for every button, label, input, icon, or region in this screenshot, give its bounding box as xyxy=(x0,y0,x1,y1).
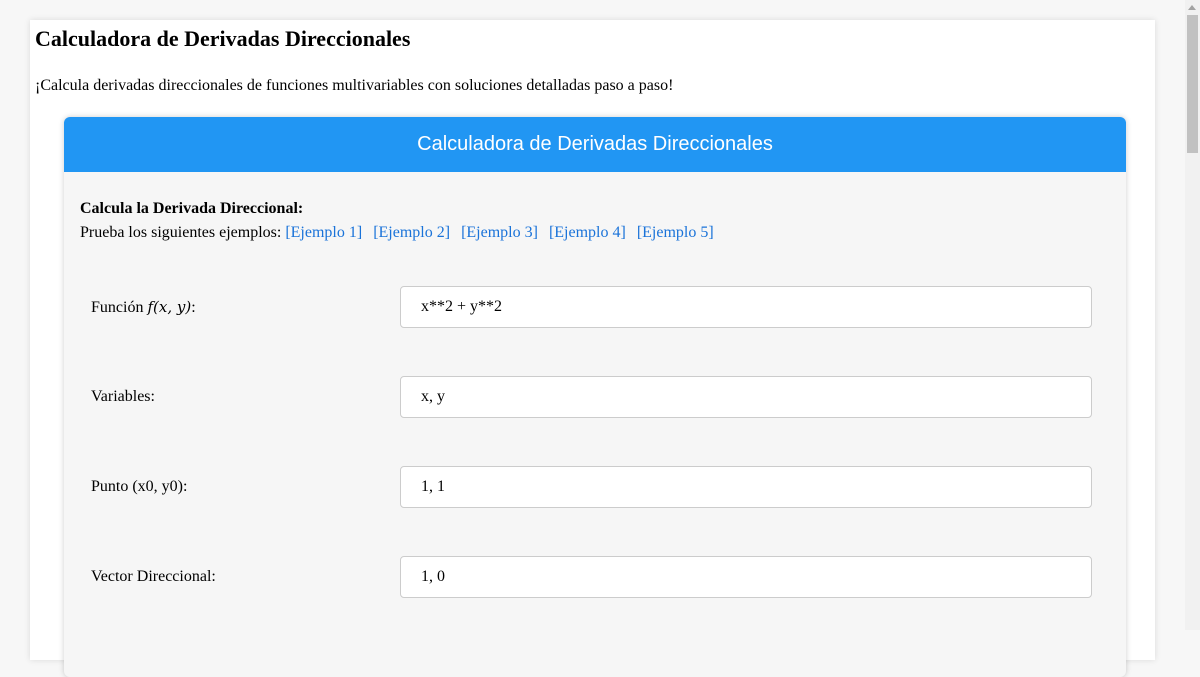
vector-label: Vector Direccional: xyxy=(91,568,216,585)
variables-row: Variables: xyxy=(64,376,1126,420)
page-container: Calculadora de Derivadas Direccionales ¡… xyxy=(30,20,1155,677)
variables-label: Variables: xyxy=(91,388,155,405)
calculator-card: Calculadora de Derivadas Direccionales C… xyxy=(64,117,1126,677)
vector-row: Vector Direccional: xyxy=(64,556,1126,600)
function-label-text: Función xyxy=(91,299,144,316)
point-label: Punto (x0, y0): xyxy=(91,478,188,495)
examples-line: Prueba los siguientes ejemplos: [Ejemplo… xyxy=(80,224,725,242)
card-header: Calculadora de Derivadas Direccionales xyxy=(64,117,1126,172)
scrollbar-thumb[interactable] xyxy=(1187,15,1198,153)
point-row: Punto (x0, y0): xyxy=(64,466,1126,510)
vector-input[interactable] xyxy=(400,556,1092,598)
examples-label: Prueba los siguientes ejemplos: xyxy=(80,224,282,241)
example-4-link[interactable]: [Ejemplo 4] xyxy=(548,224,626,241)
example-2-link[interactable]: [Ejemplo 2] xyxy=(373,224,451,241)
variables-input[interactable] xyxy=(400,376,1092,418)
vertical-scrollbar[interactable] xyxy=(1185,0,1200,630)
example-1-link[interactable]: [Ejemplo 1] xyxy=(285,224,363,241)
function-math: f(x, y) xyxy=(147,298,192,316)
page-title: Calculadora de Derivadas Direccionales xyxy=(35,26,411,51)
function-label-colon: : xyxy=(191,299,196,316)
function-input[interactable] xyxy=(400,286,1092,328)
function-row: Función f(x, y): xyxy=(64,286,1126,330)
card-subtitle: Calcula la Derivada Direccional: xyxy=(80,200,304,217)
example-5-link[interactable]: [Ejemplo 5] xyxy=(636,224,714,241)
function-label: Función f(x, y): xyxy=(91,298,196,317)
scroll-up-arrow-icon[interactable] xyxy=(1188,5,1196,10)
example-3-link[interactable]: [Ejemplo 3] xyxy=(461,224,538,241)
page-intro: ¡Calcula derivadas direccionales de func… xyxy=(35,77,674,94)
point-input[interactable] xyxy=(400,466,1092,508)
